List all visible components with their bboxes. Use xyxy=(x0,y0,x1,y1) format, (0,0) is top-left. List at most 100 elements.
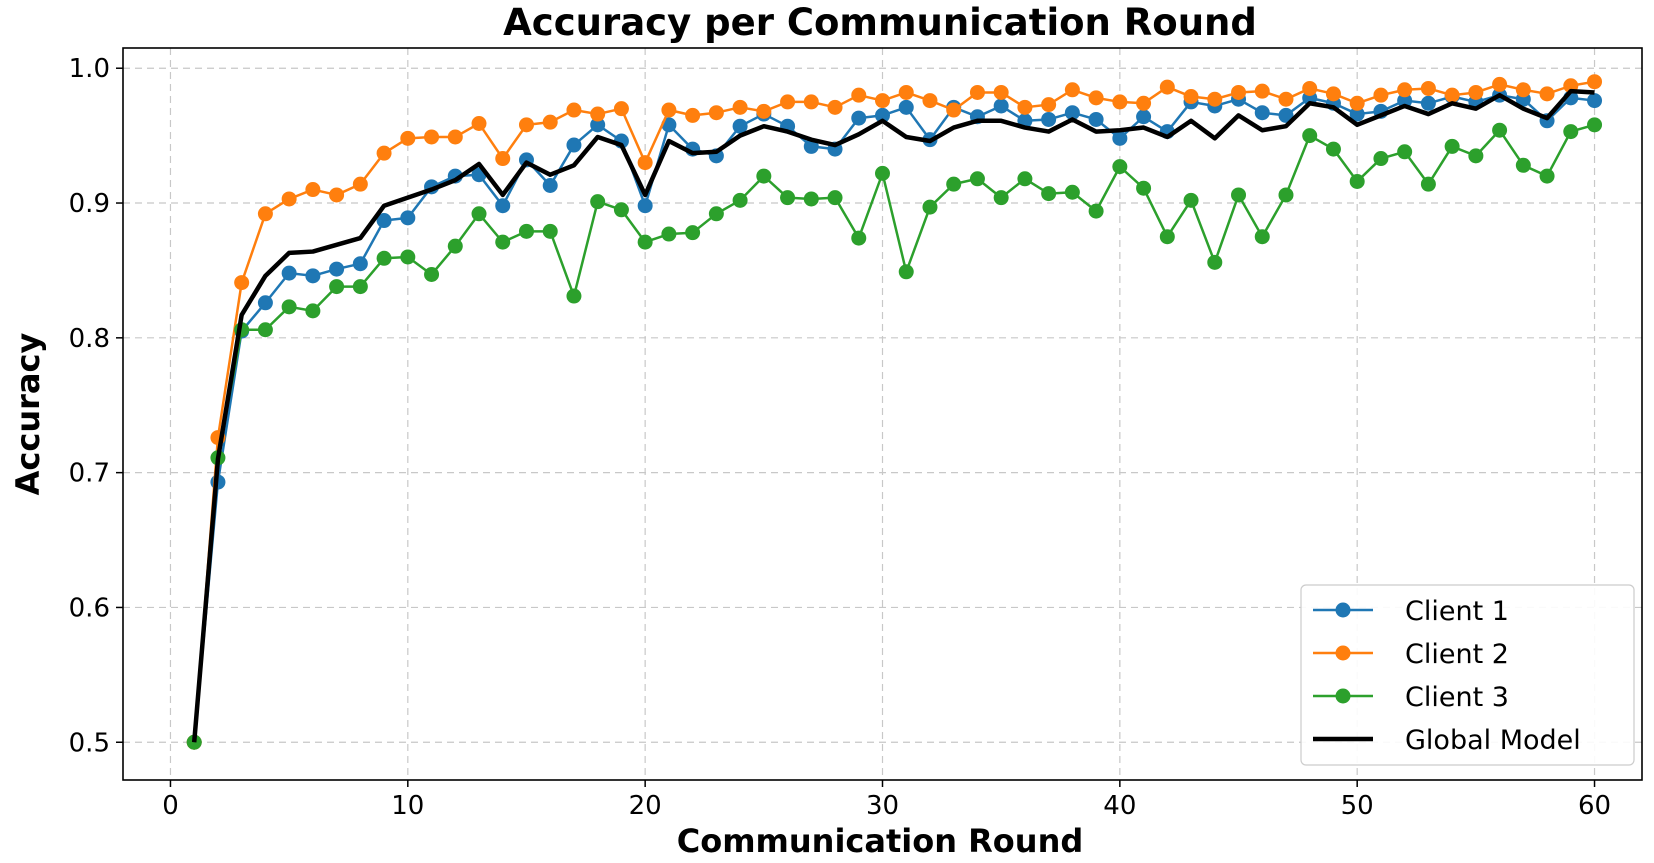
client-3-point xyxy=(1207,254,1223,270)
client-2-point xyxy=(1302,80,1318,96)
client-3-point xyxy=(946,176,962,192)
client-3-point xyxy=(780,190,796,206)
client-3-point xyxy=(875,165,890,181)
client-2-point xyxy=(1325,86,1341,102)
legend-marker-client-3 xyxy=(1335,688,1351,704)
client-3-point xyxy=(1231,187,1247,203)
client-2-point xyxy=(1349,95,1365,111)
client-2-point xyxy=(1515,82,1531,98)
legend-label-client-3: Client 3 xyxy=(1405,682,1509,713)
client-2-point xyxy=(352,176,368,192)
client-3-point xyxy=(1397,144,1413,160)
client-2-point xyxy=(922,93,938,109)
client-3-point xyxy=(732,192,748,208)
client-2-point xyxy=(875,93,890,109)
client-1-point xyxy=(898,99,914,115)
client-3-point xyxy=(281,299,297,315)
client-2-point xyxy=(518,117,534,133)
client-3-point xyxy=(257,322,273,338)
client-2-point xyxy=(1112,94,1128,110)
client-2-point xyxy=(1278,91,1294,107)
client-1-point xyxy=(305,268,321,284)
client-2-point xyxy=(590,106,606,122)
client-2-point xyxy=(1183,89,1199,105)
client-3-point xyxy=(708,206,724,222)
series-layer xyxy=(186,74,1603,750)
axis-ticks: 0 10 20 30 40 50 60 0.5 0.6 0.7 0.8 0.9 1.0 xyxy=(69,54,1611,821)
client-1-point xyxy=(1349,106,1365,122)
legend-box xyxy=(1300,584,1635,766)
client-2-point xyxy=(898,84,914,100)
client-3-point xyxy=(1444,138,1460,154)
client-3-point xyxy=(1041,186,1057,202)
client-1-point xyxy=(590,117,606,133)
client-3-point xyxy=(1278,187,1294,203)
client-2-point xyxy=(542,114,558,130)
client-2-point xyxy=(305,182,321,198)
client-3-point xyxy=(1183,192,1199,208)
y-tick-label: 1.0 xyxy=(69,54,110,84)
client-3-point xyxy=(1492,122,1508,138)
client-2-point xyxy=(1064,82,1080,98)
client-3-point xyxy=(305,303,321,319)
client-3-point xyxy=(1373,151,1389,167)
client-1-point xyxy=(352,256,368,272)
client-2-point xyxy=(447,129,463,145)
client-2-point xyxy=(566,102,582,118)
legend-marker-client-1 xyxy=(1335,602,1351,618)
client-3-point xyxy=(566,288,582,304)
client-2-point xyxy=(803,94,819,110)
client-3-point xyxy=(851,230,867,246)
client-2-point xyxy=(732,99,748,115)
client-2-point xyxy=(1041,97,1057,113)
client-1-point xyxy=(732,118,748,134)
client-3-point xyxy=(352,279,368,295)
client-2-point xyxy=(708,105,724,121)
client-3-point xyxy=(922,199,938,215)
client-3-point xyxy=(329,279,345,295)
client-1-point xyxy=(1041,111,1057,127)
legend: Client 1 Client 2 Client 3 Global Model xyxy=(1300,584,1635,766)
client-1-point xyxy=(257,295,273,311)
x-tick-label: 40 xyxy=(1103,791,1136,821)
client-3-point xyxy=(756,168,772,184)
client-3-point xyxy=(447,238,463,254)
client-2-point xyxy=(1254,83,1270,99)
client-2-point xyxy=(637,155,653,171)
client-3-point xyxy=(1539,168,1555,184)
client-3-point xyxy=(1515,157,1531,173)
client-3-point xyxy=(1088,203,1104,219)
client-3-point xyxy=(613,202,629,218)
client-1-point xyxy=(329,261,345,277)
client-1-point xyxy=(637,198,653,214)
client-1-point xyxy=(1112,130,1128,146)
client-1-point xyxy=(993,98,1009,114)
client-3-point xyxy=(186,734,202,750)
client-3-point xyxy=(898,264,914,280)
client-1-point xyxy=(495,198,511,214)
client-3-point xyxy=(1064,184,1080,200)
legend-label-global-model: Global Model xyxy=(1405,725,1581,756)
client-3-point xyxy=(827,190,843,206)
client-1-point xyxy=(1587,93,1603,109)
client-1-point xyxy=(851,110,867,126)
global-model-line xyxy=(191,88,1595,743)
client-1-point xyxy=(281,265,297,281)
client-2-point xyxy=(471,115,487,131)
client-3-point xyxy=(993,190,1009,206)
client-1-point xyxy=(566,137,582,153)
client-3-series xyxy=(186,117,1603,750)
legend-label-client-1: Client 1 xyxy=(1405,596,1509,627)
client-2-point xyxy=(613,101,629,117)
y-axis-label: Accuracy xyxy=(9,333,47,496)
client-3-point xyxy=(1017,171,1033,187)
client-2-point xyxy=(780,94,796,110)
client-3-point xyxy=(1159,229,1175,245)
client-3-point xyxy=(400,249,416,265)
client-2-point xyxy=(1373,87,1389,103)
client-2-point xyxy=(400,130,416,146)
client-2-point xyxy=(329,187,345,203)
client-1-point xyxy=(1397,93,1413,109)
client-3-point xyxy=(1420,176,1436,192)
client-1-point xyxy=(542,178,558,194)
